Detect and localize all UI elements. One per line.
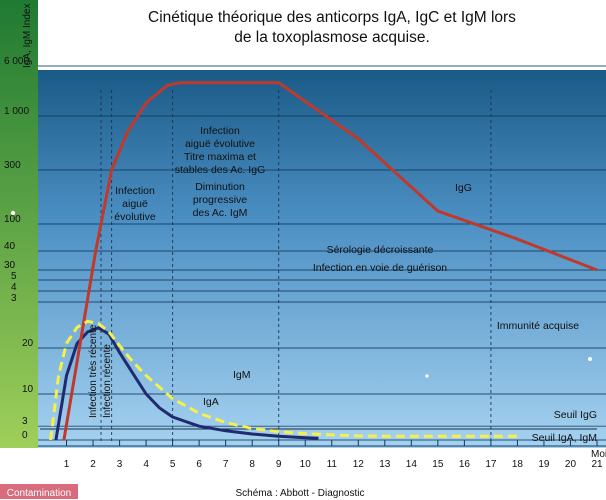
annotation-line: aiguë évolutive — [185, 138, 255, 150]
y-tick-label: 1 000 — [4, 106, 29, 117]
x-tick-label: 5 — [170, 459, 176, 470]
annotation-infection-aigue: Infection aiguë évolutive — [114, 185, 156, 223]
decorative-dot — [10, 210, 16, 216]
y-axis-band — [0, 0, 38, 448]
x-axis-label: Mois — [591, 449, 606, 460]
annotation-line: évolutive — [114, 211, 156, 223]
annotation-seuil-iga-igm: Seuil IgA, IgM — [532, 432, 597, 444]
x-tick-labels: 1 2 3 4 5 6 7 8 9 10 11 12 13 14 15 16 17 18 19 20 21 — [64, 459, 603, 470]
y-tick-label: 10 — [22, 384, 34, 395]
y-tick-label: 40 — [4, 241, 16, 252]
y-tick-label: 100 — [4, 214, 21, 225]
series-label-iga: IgA — [203, 396, 219, 408]
x-tick-label: 15 — [432, 459, 444, 470]
annotation-line: Infection — [200, 125, 240, 137]
x-tick-label: 10 — [300, 459, 312, 470]
x-tick-label: 13 — [379, 459, 391, 470]
x-tick-label: 14 — [406, 459, 418, 470]
annotation-line: des Ac. IgM — [193, 207, 248, 219]
annotation-line: Sérologie décroissante — [327, 244, 434, 256]
annotation-line: progressive — [193, 194, 247, 206]
x-tick-label: 18 — [512, 459, 524, 470]
x-tick-label: 11 — [327, 459, 338, 470]
y-tick-label: 6 000 — [4, 56, 29, 67]
contamination-label: Contamination — [7, 488, 71, 499]
y-tick-label: 5 — [11, 271, 17, 282]
y-tick-label: 3 — [22, 416, 28, 427]
annotation-line: Titre maxima et — [184, 151, 256, 163]
x-tick-label: 16 — [459, 459, 471, 470]
x-tick-label: 9 — [276, 459, 282, 470]
y-tick-label: 300 — [4, 160, 21, 171]
annotation-infection-tres-recente: Infection très récente — [88, 324, 99, 418]
y-axis-label: IgA, IgM Index — [22, 4, 33, 68]
x-tick-label: 2 — [90, 459, 96, 470]
x-tick-label: 20 — [565, 459, 577, 470]
x-tick-label: 1 — [64, 459, 70, 470]
annotation-line: Infection en voie de guérison — [313, 262, 447, 274]
series-lines — [40, 81, 598, 441]
annotation-line: Diminution — [195, 181, 245, 193]
annotation-infection-aigue-titre: Infection aiguë évolutive Titre maxima e… — [175, 125, 265, 219]
y-tick-label: 4 — [11, 282, 17, 293]
x-tick-label: 3 — [117, 459, 123, 470]
contamination-box — [0, 484, 78, 499]
annotation-line: stables des Ac. IgG — [175, 164, 265, 176]
chart-title-line-1: Cinétique théorique des anticorps IgA, I… — [148, 9, 516, 26]
x-tick-label: 6 — [196, 459, 202, 470]
title-area — [38, 0, 606, 70]
annotation-seuil-igg: Seuil IgG — [554, 409, 597, 421]
y-tick-label: 0 — [22, 430, 28, 441]
y-tick-label: 30 — [4, 260, 16, 271]
x-tick-label: 7 — [223, 459, 229, 470]
decorative-dot — [425, 374, 429, 378]
series-label-igg: IgG — [455, 182, 472, 194]
annotation-line: aiguë — [122, 198, 148, 210]
decorative-dot — [588, 357, 592, 361]
series-line-igg — [62, 81, 598, 441]
x-tick-label: 21 — [591, 459, 603, 470]
annotation-serologie: Sérologie décroissante Infection en voie… — [313, 244, 447, 274]
x-tick-label: 12 — [353, 459, 365, 470]
x-tick-label: 8 — [249, 459, 255, 470]
y-tick-label: 3 — [11, 293, 17, 304]
annotation-infection-recente: Infection récente — [102, 344, 113, 418]
annotation-immunite: Immunité acquise — [497, 320, 579, 332]
x-tick-label: 4 — [143, 459, 149, 470]
y-tick-label: 20 — [22, 338, 34, 349]
grid-lines — [38, 65, 606, 447]
chart-title-line-2: de la toxoplasmose acquise. — [234, 29, 430, 46]
series-line-iga — [54, 326, 319, 441]
annotation-line: Infection — [115, 185, 155, 197]
x-tick-label: 17 — [485, 459, 497, 470]
plot-background — [38, 38, 606, 448]
x-tick-label: 19 — [538, 459, 550, 470]
series-line-igm — [49, 319, 518, 441]
phase-lines — [100, 90, 492, 444]
credit-text: Schéma : Abbott - Diagnostic — [236, 488, 365, 499]
series-label-igm: IgM — [233, 369, 251, 381]
